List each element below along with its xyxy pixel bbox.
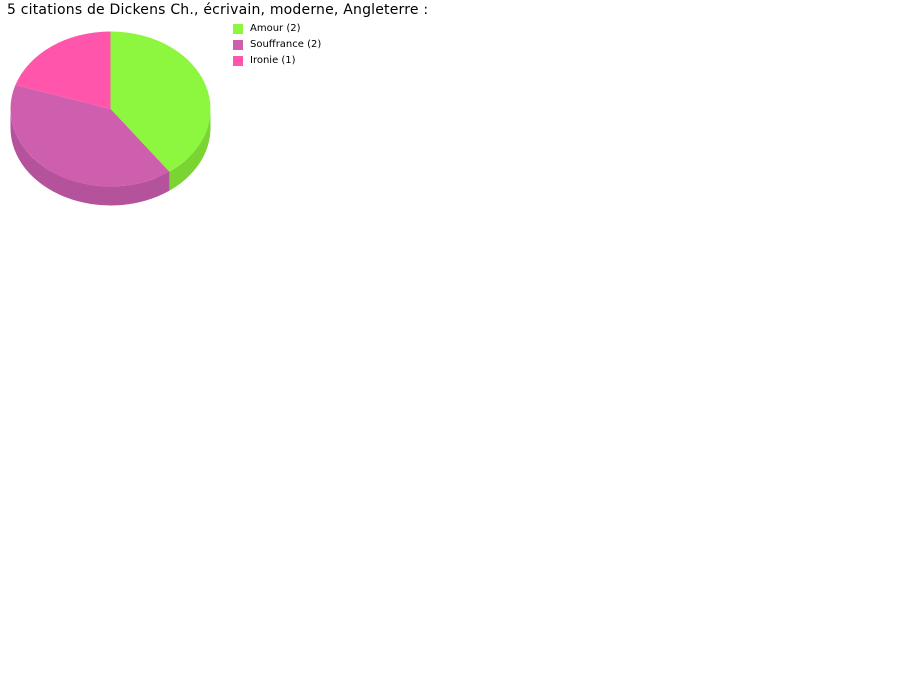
pie-slice-ironie <box>15 31 111 109</box>
legend-swatch-amour <box>233 23 243 34</box>
legend-item-amour: Amour (2) <box>233 23 321 34</box>
pie-slice-amour <box>110 31 211 172</box>
chart-title: 5 citations de Dickens Ch., écrivain, mo… <box>7 2 429 18</box>
legend-item-souffrance: Souffrance (2) <box>233 39 321 50</box>
legend-label-ironie: Ironie (1) <box>250 55 296 66</box>
legend: Amour (2) Souffrance (2) Ironie (1) <box>233 23 321 71</box>
pie-chart <box>10 31 211 206</box>
legend-swatch-ironie <box>233 55 243 66</box>
pie-side-rim-amour <box>169 109 211 191</box>
pie-side-rim-souffrance <box>10 109 170 206</box>
legend-item-ironie: Ironie (1) <box>233 55 321 66</box>
legend-label-amour: Amour (2) <box>250 23 301 34</box>
legend-swatch-souffrance <box>233 39 243 50</box>
legend-label-souffrance: Souffrance (2) <box>250 39 322 50</box>
pie-slice-souffrance <box>10 85 170 187</box>
